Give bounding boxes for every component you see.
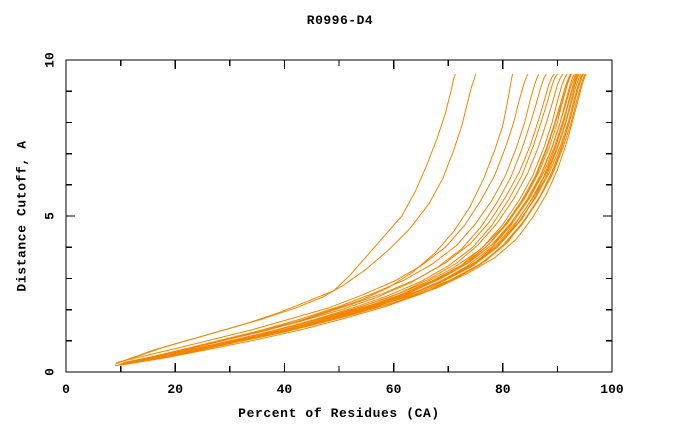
y-axis-title: Distance Cutoff, A [15,140,30,291]
data-curve [120,73,575,366]
axes-group [65,59,613,373]
x-axis-tick-label: 100 [600,382,624,397]
data-curve [127,73,577,364]
x-axis-title: Percent of Residues (CA) [238,406,440,421]
data-curve [121,73,558,365]
data-curve [119,73,547,365]
y-axis-tick-label: 0 [43,368,58,376]
x-axis-tick-label: 80 [495,382,511,397]
data-curve [124,73,568,365]
y-axis-tick-label: 5 [43,212,58,220]
data-curves-group [114,73,587,367]
axis-labels-group: 0 20 40 60 80 100 0 5 10 Percent of Residues (CA)… [15,52,624,421]
data-curve [125,73,555,364]
page-title: R0996-D4 [306,13,374,28]
data-curve [115,73,572,367]
data-curve [122,73,571,365]
data-curve [134,73,580,364]
data-curve [139,73,587,361]
data-curve [131,73,564,364]
x-axis-tick-label: 20 [167,382,183,397]
data-curve [118,73,582,366]
y-axis-tick-label: 10 [43,52,58,68]
data-curve [116,73,529,364]
x-axis-tick-label: 0 [62,382,70,397]
x-axis-tick-label: 40 [277,382,293,397]
data-curve [128,73,573,364]
plot-frame [65,59,613,373]
data-curve [123,73,540,364]
data-curve [117,73,476,364]
x-axis-tick-label: 60 [386,382,402,397]
